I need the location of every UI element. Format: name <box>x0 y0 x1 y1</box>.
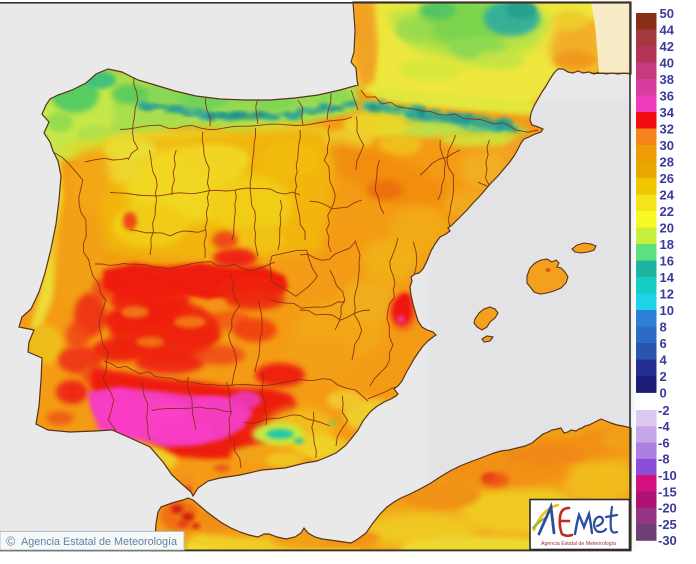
svg-text:Agencia Estatal de Meteorologí: Agencia Estatal de Meteorología <box>541 541 616 547</box>
svg-text:-30: -30 <box>658 533 677 548</box>
svg-text:44: 44 <box>660 22 675 37</box>
svg-text:26: 26 <box>660 171 674 186</box>
svg-text:8: 8 <box>660 319 667 334</box>
svg-text:20: 20 <box>660 220 674 235</box>
svg-text:-20: -20 <box>658 501 677 516</box>
svg-text:4: 4 <box>660 352 668 367</box>
svg-text:40: 40 <box>660 55 674 70</box>
svg-text:50: 50 <box>660 6 674 21</box>
svg-text:16: 16 <box>660 253 674 268</box>
svg-text:-4: -4 <box>658 419 670 434</box>
svg-text:30: 30 <box>660 138 674 153</box>
svg-text:34: 34 <box>660 105 675 120</box>
svg-text:Agencia Estatal de Meteorologí: Agencia Estatal de Meteorología <box>21 536 177 548</box>
svg-text:-15: -15 <box>658 484 677 499</box>
svg-text:22: 22 <box>660 204 674 219</box>
svg-text:24: 24 <box>660 187 675 202</box>
svg-text:42: 42 <box>660 39 674 54</box>
svg-text:36: 36 <box>660 88 674 103</box>
svg-text:12: 12 <box>660 286 674 301</box>
svg-text:10: 10 <box>660 303 674 318</box>
svg-text:2: 2 <box>660 369 667 384</box>
svg-text:-6: -6 <box>658 435 670 450</box>
svg-text:18: 18 <box>660 237 674 252</box>
svg-text:-10: -10 <box>658 468 677 483</box>
svg-text:28: 28 <box>660 154 674 169</box>
svg-text:14: 14 <box>660 270 675 285</box>
svg-text:©: © <box>6 535 16 549</box>
svg-text:32: 32 <box>660 121 674 136</box>
svg-text:38: 38 <box>660 72 674 87</box>
svg-text:-2: -2 <box>658 403 670 418</box>
svg-text:6: 6 <box>660 336 667 351</box>
svg-text:-25: -25 <box>658 517 677 532</box>
svg-text:-8: -8 <box>658 452 670 467</box>
svg-text:0: 0 <box>660 385 667 400</box>
